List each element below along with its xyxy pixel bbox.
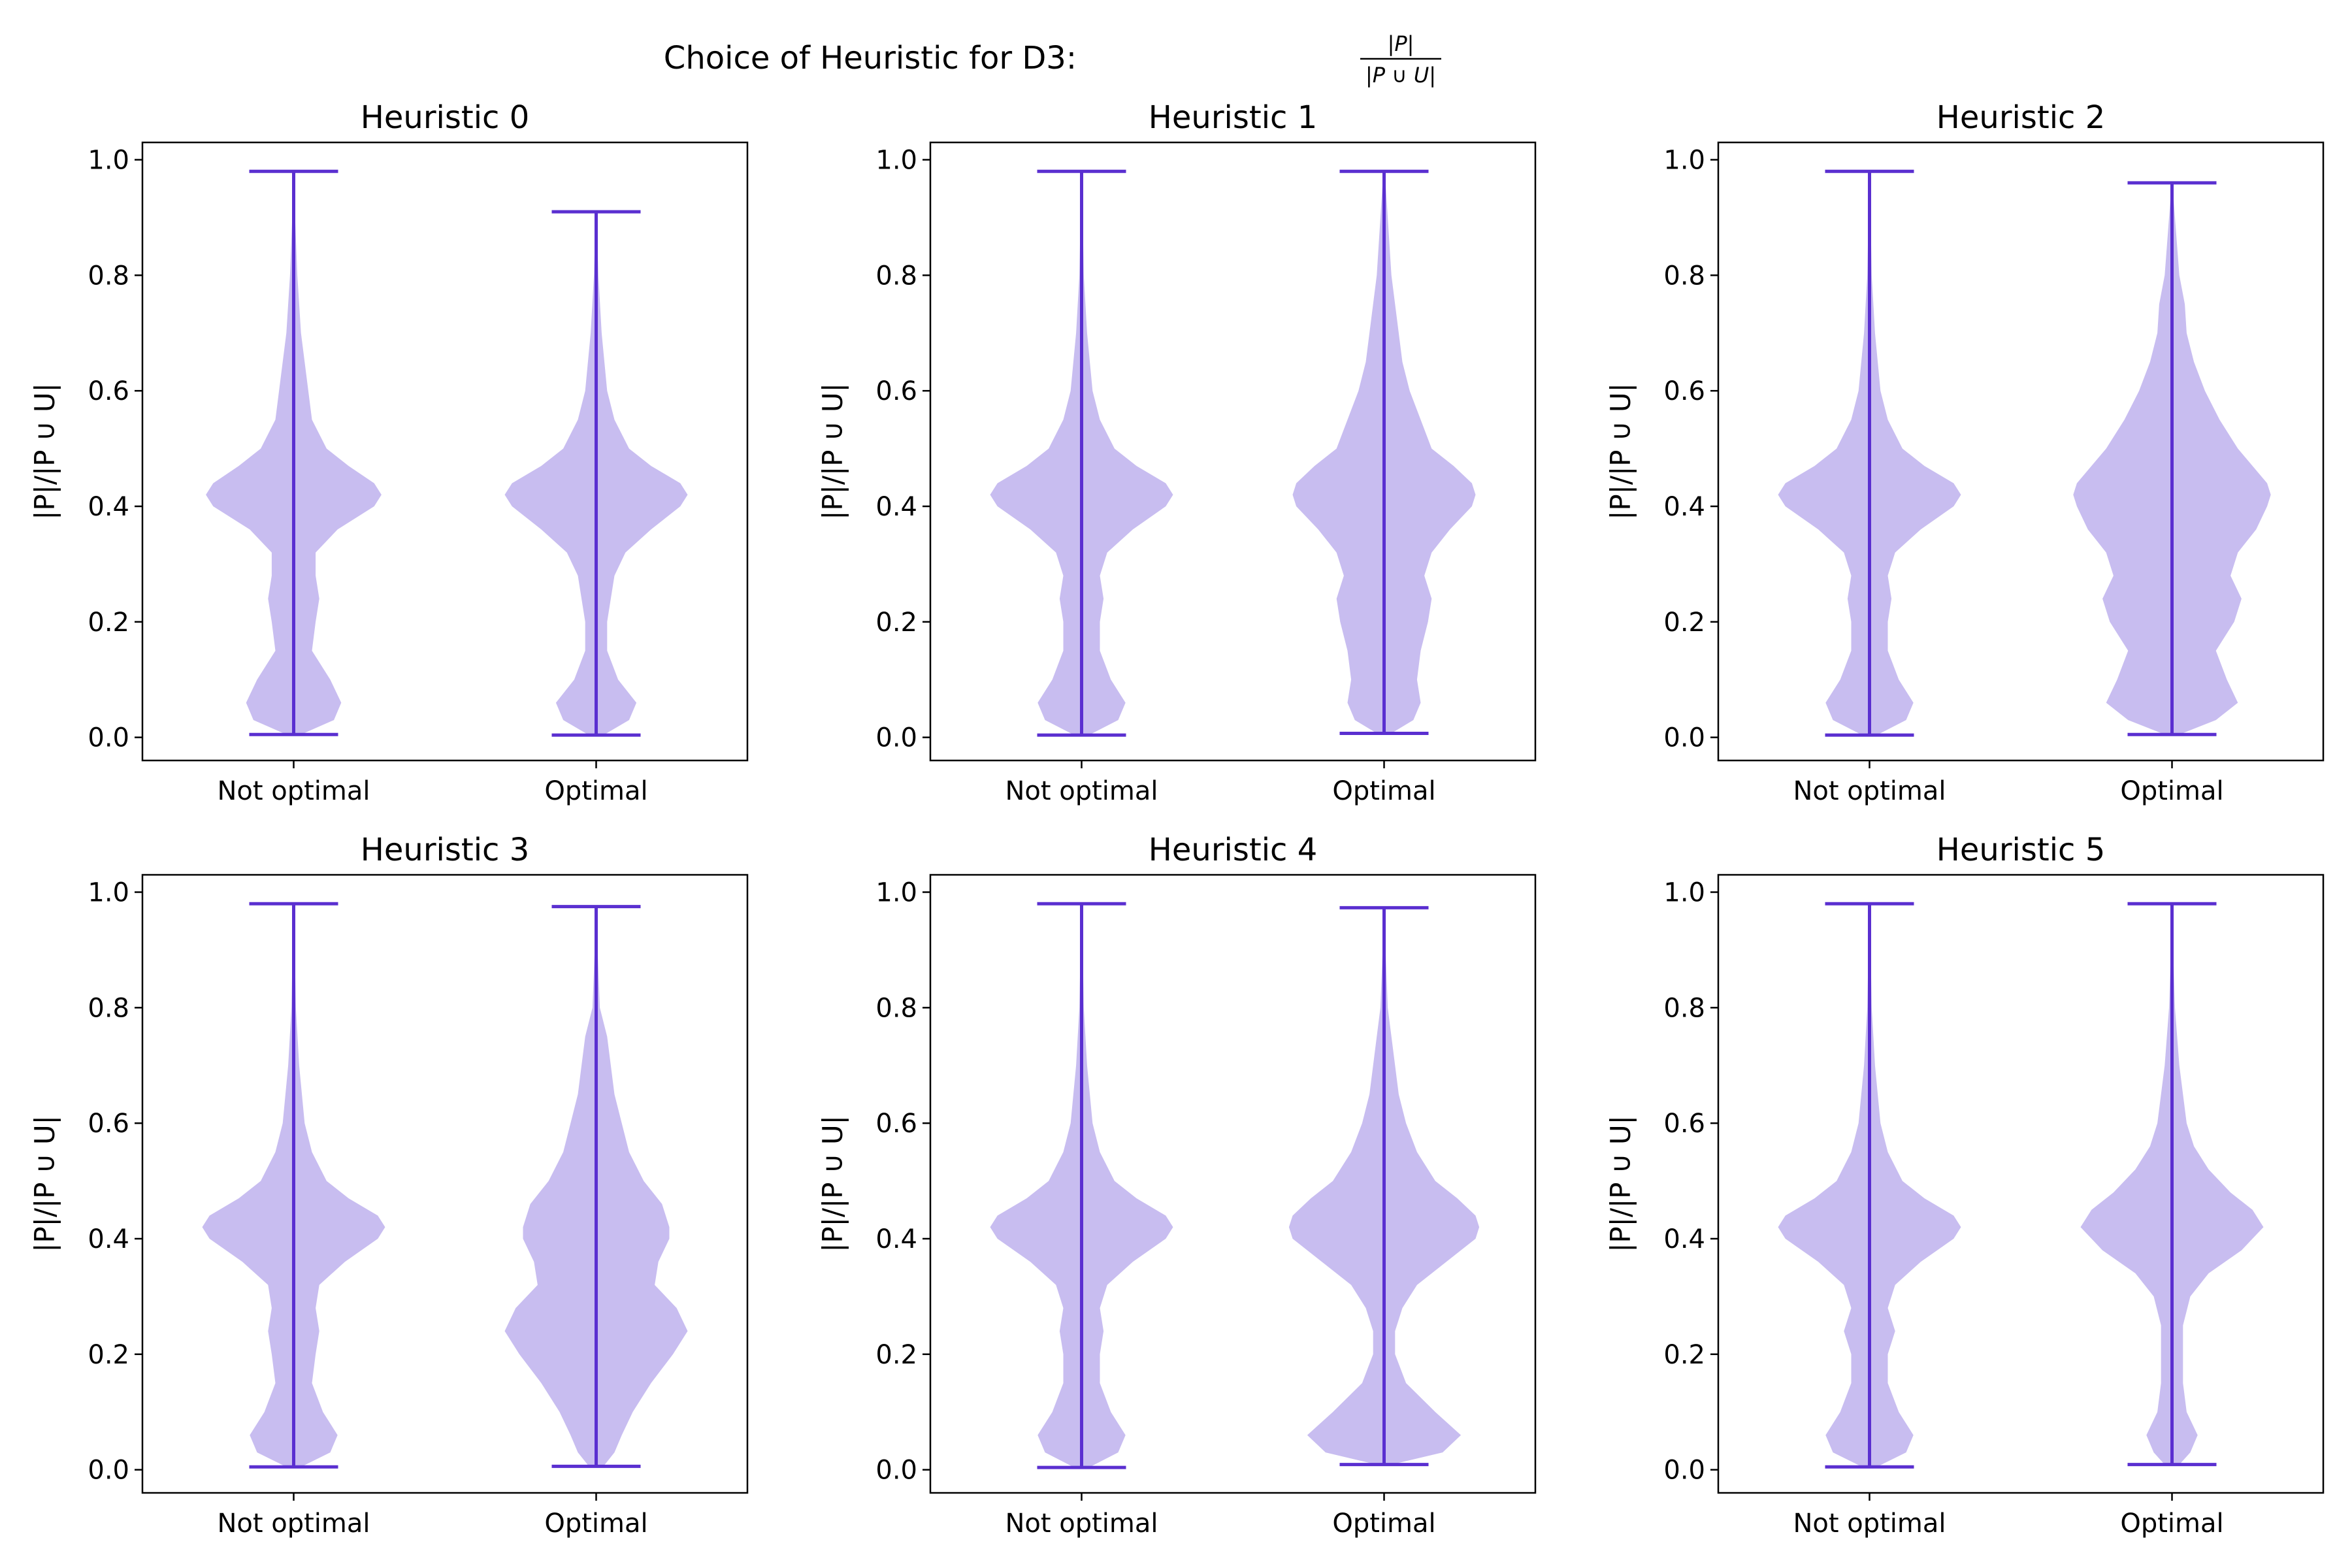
y-tick-label: 1.0	[88, 878, 129, 908]
axes-frame	[141, 141, 749, 762]
y-tick-label: 0.4	[1663, 492, 1705, 522]
y-axis-label: |P|/|P ∪ U|	[1605, 383, 1637, 520]
x-tick-label: Optimal	[2120, 776, 2223, 806]
y-tick-label: 0.0	[1663, 1456, 1705, 1486]
y-tick-label: 0.2	[875, 1340, 917, 1370]
y-axis-label: |P|/|P ∪ U|	[29, 383, 61, 520]
x-tick-label: Optimal	[1332, 776, 1435, 806]
y-tick-label: 1.0	[1663, 878, 1705, 908]
y-tick-label: 0.4	[1663, 1224, 1705, 1254]
panel-title: Heuristic 1	[1149, 99, 1317, 136]
panel-heuristic-5: Heuristic 5 |P|/|P ∪ U| 0.0 0.2 0.4 0.6 0.8 1.0…	[1605, 832, 2325, 1539]
x-tick-label: Not optimal	[1005, 776, 1158, 806]
x-tick-label: Optimal	[1332, 1509, 1435, 1539]
axes-frame	[929, 874, 1537, 1494]
y-tick-label: 0.0	[875, 723, 917, 753]
y-tick-label: 0.0	[88, 1456, 129, 1486]
y-tick-label: 0.4	[875, 1224, 917, 1254]
y-tick-label: 0.0	[88, 723, 129, 753]
suptitle-main: Choice of Heuristic for D3:	[664, 40, 1077, 76]
y-tick-label: 0.6	[88, 376, 129, 406]
y-tick-label: 0.0	[1663, 723, 1705, 753]
y-tick-label: 1.0	[875, 878, 917, 908]
y-tick-label: 0.2	[1663, 608, 1705, 638]
x-tick-label: Not optimal	[1793, 1509, 1946, 1539]
x-tick-label: Optimal	[544, 1509, 647, 1539]
x-tick-label: Not optimal	[217, 776, 370, 806]
y-tick-label: 0.6	[875, 1109, 917, 1139]
panel-heuristic-2: Heuristic 2 |P|/|P ∪ U| 0.0 0.2 0.4 0.6 0.8 1.0…	[1605, 99, 2325, 806]
y-tick-label: 0.8	[875, 993, 917, 1023]
x-tick-label: Not optimal	[1005, 1509, 1158, 1539]
y-tick-label: 0.4	[88, 1224, 129, 1254]
x-tick-label: Not optimal	[217, 1509, 370, 1539]
x-tick-label: Optimal	[544, 776, 647, 806]
y-tick-label: 0.6	[1663, 1109, 1705, 1139]
y-axis-label: |P|/|P ∪ U|	[1605, 1115, 1637, 1252]
y-tick-label: 0.8	[88, 993, 129, 1023]
y-tick-label: 0.2	[1663, 1340, 1705, 1370]
y-tick-label: 1.0	[875, 146, 917, 176]
panel-title: Heuristic 3	[361, 832, 529, 868]
y-tick-label: 0.4	[88, 492, 129, 522]
y-tick-label: 1.0	[1663, 146, 1705, 176]
y-tick-label: 0.6	[88, 1109, 129, 1139]
y-axis-label: |P|/|P ∪ U|	[817, 383, 849, 520]
panel-heuristic-3: Heuristic 3 |P|/|P ∪ U| 0.0 0.2 0.4 0.6 0.8 1.0…	[29, 832, 749, 1539]
y-tick-label: 0.6	[1663, 376, 1705, 406]
axes-frame	[141, 874, 749, 1494]
y-tick-label: 0.8	[88, 261, 129, 291]
suptitle-fraction-numerator: |P|	[1388, 31, 1414, 56]
y-tick-label: 0.2	[88, 1340, 129, 1370]
y-tick-label: 0.8	[875, 261, 917, 291]
y-tick-label: 1.0	[88, 146, 129, 176]
y-tick-label: 0.4	[875, 492, 917, 522]
x-tick-label: Optimal	[2120, 1509, 2223, 1539]
y-axis-label: |P|/|P ∪ U|	[817, 1115, 849, 1252]
y-tick-label: 0.2	[875, 608, 917, 638]
panel-title: Heuristic 5	[1936, 832, 2105, 868]
y-tick-label: 0.8	[1663, 261, 1705, 291]
y-tick-label: 0.8	[1663, 993, 1705, 1023]
y-axis-label: |P|/|P ∪ U|	[29, 1115, 61, 1252]
panel-heuristic-0: Heuristic 0 |P|/|P ∪ U| 0.0 0.2 0.4 0.6 0.8 1.0…	[29, 99, 749, 806]
panel-title: Heuristic 4	[1149, 832, 1317, 868]
axes-frame	[1717, 874, 2325, 1494]
axes-frame	[929, 141, 1537, 762]
suptitle-fraction-denominator: |P ∪ U|	[1365, 63, 1436, 88]
y-tick-label: 0.2	[88, 608, 129, 638]
axes-frame	[1717, 141, 2325, 762]
y-tick-label: 0.0	[875, 1456, 917, 1486]
panel-heuristic-4: Heuristic 4 |P|/|P ∪ U| 0.0 0.2 0.4 0.6 0.8 1.0…	[817, 832, 1537, 1539]
panel-title: Heuristic 0	[361, 99, 529, 136]
panel-title: Heuristic 2	[1936, 99, 2105, 136]
y-tick-label: 0.6	[875, 376, 917, 406]
x-tick-label: Not optimal	[1793, 776, 1946, 806]
panel-heuristic-1: Heuristic 1 |P|/|P ∪ U| 0.0 0.2 0.4 0.6 0.8 1.0…	[817, 99, 1537, 806]
